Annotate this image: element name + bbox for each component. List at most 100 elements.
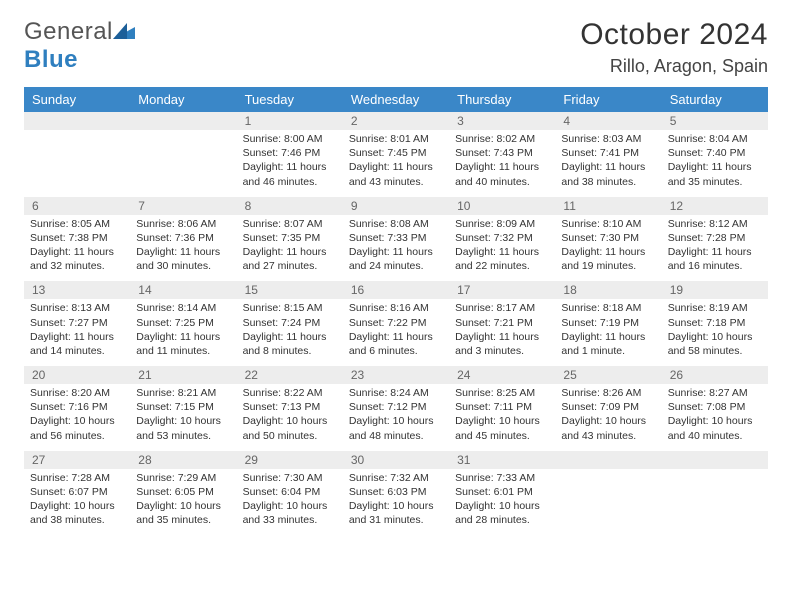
sunrise-text: Sunrise: 8:02 AM xyxy=(455,132,549,146)
daylight-text: Daylight: 11 hours and 32 minutes. xyxy=(30,245,124,273)
sunset-text: Sunset: 7:08 PM xyxy=(668,400,762,414)
day-body: Sunrise: 8:13 AMSunset: 7:27 PMDaylight:… xyxy=(24,299,130,366)
day-cell: 16Sunrise: 8:16 AMSunset: 7:22 PMDayligh… xyxy=(343,281,449,366)
daylight-text: Daylight: 10 hours and 48 minutes. xyxy=(349,414,443,442)
daylight-text: Daylight: 10 hours and 56 minutes. xyxy=(30,414,124,442)
day-number: 24 xyxy=(449,366,555,384)
day-number: 27 xyxy=(24,451,130,469)
day-cell: 23 Sunrise: 8:24 AMSunset: 7:12 PMDayligh… xyxy=(343,366,449,451)
day-cell: 26Sunrise: 8:27 AMSunset: 7:08 PMDayligh… xyxy=(662,366,768,451)
sunrise-text: Sunrise: 8:22 AM xyxy=(243,386,337,400)
day-number: 20 xyxy=(24,366,130,384)
sunset-text: Sunset: 7:32 PM xyxy=(455,231,549,245)
sunrise-text: Sunrise: 8:27 AM xyxy=(668,386,762,400)
sunrise-text: Sunrise: 8:24 AM xyxy=(349,386,443,400)
day-cell: 25Sunrise: 8:26 AMSunset: 7:09 PMDayligh… xyxy=(555,366,661,451)
day-number: 25 xyxy=(555,366,661,384)
sunrise-text: Sunrise: 8:14 AM xyxy=(136,301,230,315)
day-body: Sunrise: 7:29 AMSunset: 6:05 PMDaylight:… xyxy=(130,469,236,536)
sunrise-text: Sunrise: 8:08 AM xyxy=(349,217,443,231)
logo-mark-icon xyxy=(113,18,135,46)
daylight-text: Daylight: 11 hours and 16 minutes. xyxy=(668,245,762,273)
day-body: Sunrise: 8:03 AMSunset: 7:41 PMDaylight:… xyxy=(555,130,661,197)
day-number: 23 xyxy=(343,366,449,384)
week-row: 20Sunrise: 8:20 AMSunset: 7:16 PMDayligh… xyxy=(24,366,768,451)
day-body: Sunrise: 8:26 AMSunset: 7:09 PMDaylight:… xyxy=(555,384,661,451)
day-cell: 12Sunrise: 8:12 AMSunset: 7:28 PMDayligh… xyxy=(662,197,768,282)
day-body: Sunrise: 8:08 AMSunset: 7:33 PMDaylight:… xyxy=(343,215,449,282)
day-body: Sunrise: 8:12 AMSunset: 7:28 PMDaylight:… xyxy=(662,215,768,282)
daylight-text: Daylight: 11 hours and 27 minutes. xyxy=(243,245,337,273)
sunset-text: Sunset: 7:13 PM xyxy=(243,400,337,414)
day-body: Sunrise: 8:22 AMSunset: 7:13 PMDaylight:… xyxy=(237,384,343,451)
day-cell: 9Sunrise: 8:08 AMSunset: 7:33 PMDaylight… xyxy=(343,197,449,282)
day-cell: 17Sunrise: 8:17 AMSunset: 7:21 PMDayligh… xyxy=(449,281,555,366)
daylight-text: Daylight: 10 hours and 45 minutes. xyxy=(455,414,549,442)
sunset-text: Sunset: 6:01 PM xyxy=(455,485,549,499)
week-row: 6Sunrise: 8:05 AMSunset: 7:38 PMDaylight… xyxy=(24,197,768,282)
empty-cell xyxy=(24,112,130,197)
daylight-text: Daylight: 10 hours and 35 minutes. xyxy=(136,499,230,527)
sunrise-text: Sunrise: 8:19 AM xyxy=(668,301,762,315)
sunset-text: Sunset: 7:25 PM xyxy=(136,316,230,330)
sunrise-text: Sunrise: 7:28 AM xyxy=(30,471,124,485)
daylight-text: Daylight: 11 hours and 19 minutes. xyxy=(561,245,655,273)
daylight-text: Daylight: 10 hours and 50 minutes. xyxy=(243,414,337,442)
day-number: 21 xyxy=(130,366,236,384)
sunrise-text: Sunrise: 7:29 AM xyxy=(136,471,230,485)
dayname-tuesday: Tuesday xyxy=(237,87,343,112)
dayname-monday: Monday xyxy=(130,87,236,112)
day-number: 28 xyxy=(130,451,236,469)
sunset-text: Sunset: 7:33 PM xyxy=(349,231,443,245)
day-body: Sunrise: 7:33 AMSunset: 6:01 PMDaylight:… xyxy=(449,469,555,536)
day-cell: 20Sunrise: 8:20 AMSunset: 7:16 PMDayligh… xyxy=(24,366,130,451)
daylight-text: Daylight: 11 hours and 46 minutes. xyxy=(243,160,337,188)
day-body: Sunrise: 8:00 AMSunset: 7:46 PMDaylight:… xyxy=(237,130,343,197)
sunrise-text: Sunrise: 7:30 AM xyxy=(243,471,337,485)
week-row: 1Sunrise: 8:00 AMSunset: 7:46 PMDaylight… xyxy=(24,112,768,197)
day-cell: 19Sunrise: 8:19 AMSunset: 7:18 PMDayligh… xyxy=(662,281,768,366)
day-cell: 7Sunrise: 8:06 AMSunset: 7:36 PMDaylight… xyxy=(130,197,236,282)
day-cell: 6Sunrise: 8:05 AMSunset: 7:38 PMDaylight… xyxy=(24,197,130,282)
sunset-text: Sunset: 7:12 PM xyxy=(349,400,443,414)
sunrise-text: Sunrise: 8:15 AM xyxy=(243,301,337,315)
day-body: Sunrise: 8:20 AMSunset: 7:16 PMDaylight:… xyxy=(24,384,130,451)
day-number: 12 xyxy=(662,197,768,215)
day-number: 13 xyxy=(24,281,130,299)
logo: General Blue xyxy=(24,18,135,74)
day-number: 16 xyxy=(343,281,449,299)
day-cell: 27Sunrise: 7:28 AMSunset: 6:07 PMDayligh… xyxy=(24,451,130,536)
daylight-text: Daylight: 11 hours and 38 minutes. xyxy=(561,160,655,188)
sunrise-text: Sunrise: 8:07 AM xyxy=(243,217,337,231)
sunrise-text: Sunrise: 8:12 AM xyxy=(668,217,762,231)
day-number: 19 xyxy=(662,281,768,299)
sunset-text: Sunset: 6:03 PM xyxy=(349,485,443,499)
sunset-text: Sunset: 7:27 PM xyxy=(30,316,124,330)
logo-word-1: General xyxy=(24,18,113,45)
sunrise-text: Sunrise: 8:04 AM xyxy=(668,132,762,146)
day-body: Sunrise: 8:01 AMSunset: 7:45 PMDaylight:… xyxy=(343,130,449,197)
day-number: 8 xyxy=(237,197,343,215)
daylight-text: Daylight: 11 hours and 3 minutes. xyxy=(455,330,549,358)
sunrise-text: Sunrise: 8:21 AM xyxy=(136,386,230,400)
day-number: 9 xyxy=(343,197,449,215)
day-number: 17 xyxy=(449,281,555,299)
day-number: 1 xyxy=(237,112,343,130)
daylight-text: Daylight: 11 hours and 8 minutes. xyxy=(243,330,337,358)
day-body: Sunrise: 8:10 AMSunset: 7:30 PMDaylight:… xyxy=(555,215,661,282)
sunrise-text: Sunrise: 8:16 AM xyxy=(349,301,443,315)
daylight-text: Daylight: 11 hours and 14 minutes. xyxy=(30,330,124,358)
day-cell: 1Sunrise: 8:00 AMSunset: 7:46 PMDaylight… xyxy=(237,112,343,197)
sunrise-text: Sunrise: 8:06 AM xyxy=(136,217,230,231)
day-number: 2 xyxy=(343,112,449,130)
day-body: Sunrise: 7:28 AMSunset: 6:07 PMDaylight:… xyxy=(24,469,130,536)
dayname-sunday: Sunday xyxy=(24,87,130,112)
day-number: 29 xyxy=(237,451,343,469)
day-cell: 10Sunrise: 8:09 AMSunset: 7:32 PMDayligh… xyxy=(449,197,555,282)
day-cell: 31Sunrise: 7:33 AMSunset: 6:01 PMDayligh… xyxy=(449,451,555,536)
empty-cell xyxy=(130,112,236,197)
day-body: Sunrise: 8:07 AMSunset: 7:35 PMDaylight:… xyxy=(237,215,343,282)
sunrise-text: Sunrise: 7:32 AM xyxy=(349,471,443,485)
day-body: Sunrise: 8:05 AMSunset: 7:38 PMDaylight:… xyxy=(24,215,130,282)
day-body: Sunrise: 8:02 AMSunset: 7:43 PMDaylight:… xyxy=(449,130,555,197)
